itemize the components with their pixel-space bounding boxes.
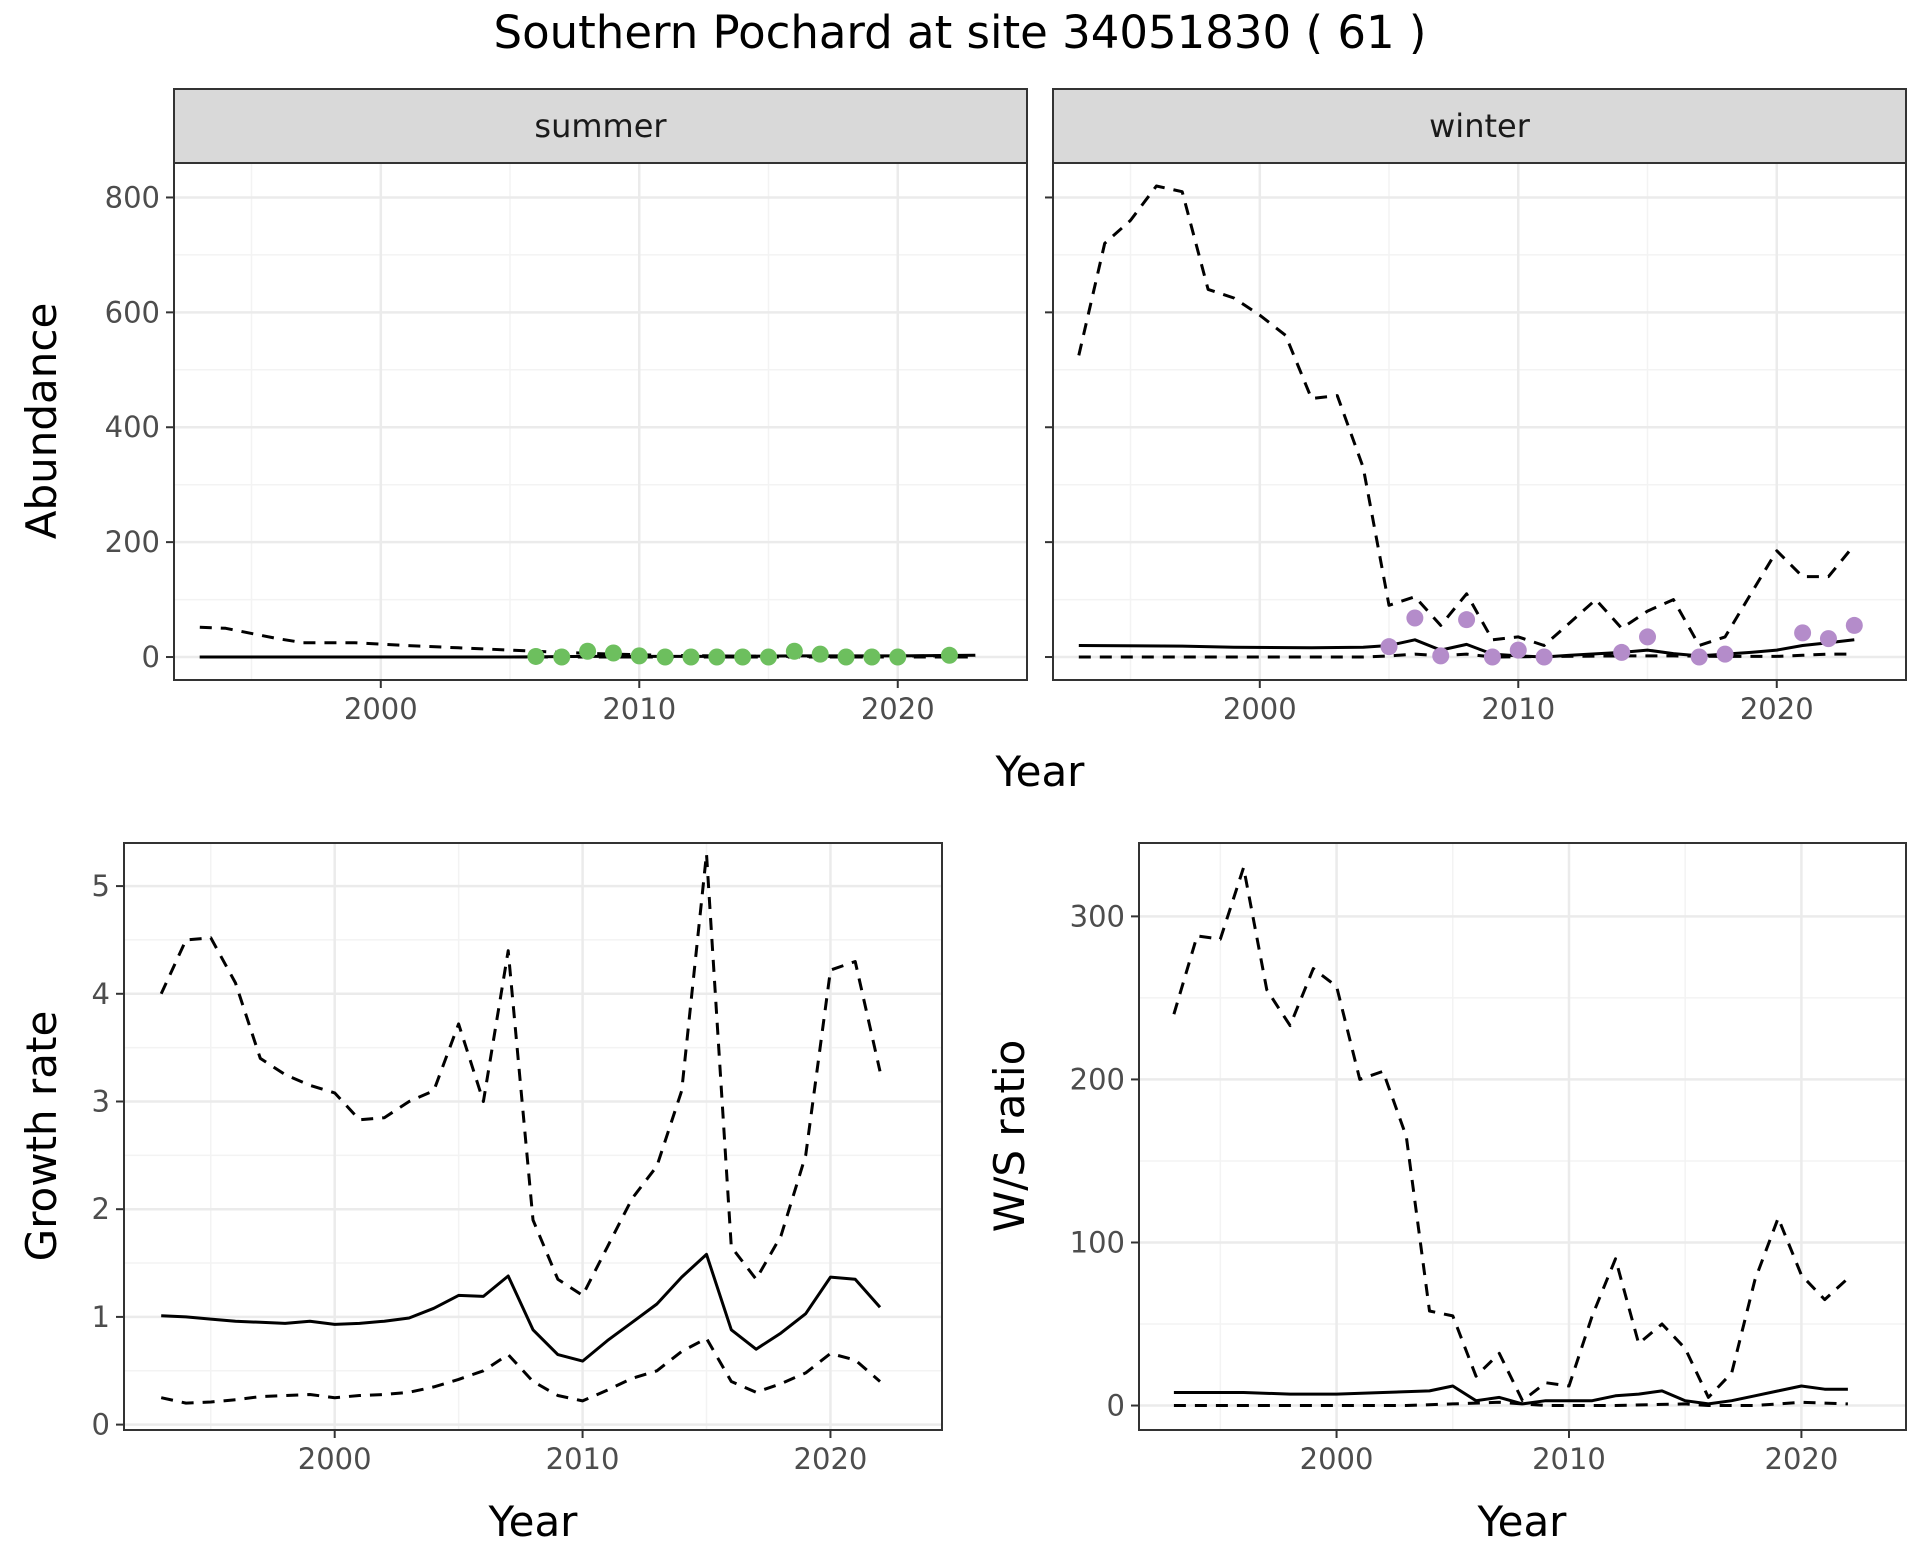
series-line-dashed-1 <box>159 852 882 1297</box>
observed-point <box>656 648 674 666</box>
facet-panel-summer: summer 2000 2010 2020 0 200 400 600 800 <box>105 88 1028 726</box>
observed-point <box>837 648 855 666</box>
x-tick-label: 2020 <box>861 692 935 726</box>
observed-point <box>1380 638 1398 656</box>
y-axis-title: Abundance <box>17 303 66 540</box>
y-tick-label: 100 <box>1070 1225 1125 1259</box>
abundance-chart: summer 2000 2010 2020 0 200 400 600 800 winter 200… <box>17 88 1907 796</box>
observed-point <box>785 642 803 660</box>
observed-point <box>604 644 622 662</box>
observed-point <box>579 642 597 660</box>
facet-strip-label: winter <box>1429 107 1531 145</box>
observed-point <box>1535 648 1553 666</box>
panel-border <box>1138 842 1907 1431</box>
observed-point <box>553 648 571 666</box>
series-line-dashed-1 <box>1077 184 1856 647</box>
x-tick-label: 2010 <box>1532 1442 1606 1476</box>
series-line-solid <box>161 1252 882 1363</box>
y-tick-label: 300 <box>1070 899 1125 933</box>
y-tick-label: 200 <box>1070 1062 1125 1096</box>
series-line-dashed-2 <box>1078 652 1855 659</box>
y-axis-title: Growth rate <box>17 1011 66 1262</box>
observed-point <box>1690 648 1708 666</box>
series-line-dashed-2 <box>1173 1400 1848 1407</box>
ws-ratio-chart: 2000 2010 2020 0 100 200 300 W/S ratio Year <box>985 842 1907 1546</box>
x-tick-label: 2010 <box>546 1442 620 1476</box>
y-tick-label: 2 <box>92 1192 110 1226</box>
observed-point <box>527 647 545 665</box>
facet-strip-winter <box>1052 88 1907 164</box>
observed-point <box>1794 624 1812 642</box>
series-line-dashed-1 <box>1172 866 1849 1403</box>
y-tick-label: 0 <box>1107 1389 1125 1423</box>
observed-point <box>1406 609 1424 627</box>
y-tick-label: 200 <box>105 525 160 559</box>
panel-border <box>173 162 1028 681</box>
x-axis-title: Year <box>488 1497 579 1546</box>
growth-rate-chart: 2000 2010 2020 0 1 2 3 4 5 Growth rate Year <box>17 842 943 1546</box>
x-tick-label: 2010 <box>1481 692 1555 726</box>
observed-point <box>682 648 700 666</box>
facet-panel-winter: winter 2000 2010 2020 <box>1045 88 1907 726</box>
main-title: Southern Pochard at site 34051830 ( 61 ) <box>494 6 1427 59</box>
y-tick-label: 4 <box>92 977 110 1011</box>
observed-point <box>1845 616 1863 634</box>
y-tick-label: 0 <box>142 640 160 674</box>
x-tick-label: 2000 <box>1223 692 1297 726</box>
y-tick-label: 0 <box>92 1408 110 1442</box>
series-line-solid <box>1173 1384 1848 1406</box>
observed-point <box>760 648 778 666</box>
observed-point <box>630 647 648 665</box>
x-axis-title: Year <box>1477 1497 1568 1546</box>
y-axis-title: W/S ratio <box>985 1040 1034 1233</box>
x-tick-label: 2020 <box>794 1442 868 1476</box>
observed-point <box>1509 641 1527 659</box>
observed-point <box>1819 630 1837 648</box>
y-tick-label: 400 <box>105 410 160 444</box>
observed-point <box>1639 628 1657 646</box>
x-tick-label: 2020 <box>1740 692 1814 726</box>
observed-point <box>1432 647 1450 665</box>
facet-strip-summer <box>173 88 1028 164</box>
x-tick-label: 2000 <box>1300 1442 1374 1476</box>
y-tick-label: 600 <box>105 295 160 329</box>
y-tick-label: 1 <box>92 1300 110 1334</box>
y-tick-label: 800 <box>105 180 160 214</box>
observed-point <box>940 646 958 664</box>
observed-point <box>889 648 907 666</box>
y-tick-label: 3 <box>92 1084 110 1118</box>
x-axis-title: Year <box>995 747 1086 796</box>
observed-point <box>1716 645 1734 663</box>
x-tick-label: 2020 <box>1765 1442 1839 1476</box>
observed-point <box>1613 643 1631 661</box>
x-tick-label: 2000 <box>344 692 418 726</box>
y-tick-label: 5 <box>92 869 110 903</box>
observed-point <box>863 648 881 666</box>
observed-point <box>1483 648 1501 666</box>
observed-point <box>1458 611 1476 629</box>
x-tick-label: 2010 <box>602 692 676 726</box>
observed-point <box>811 645 829 663</box>
facet-strip-label: summer <box>534 107 667 145</box>
observed-point <box>734 648 752 666</box>
panel-border <box>123 842 943 1431</box>
panel-border <box>1052 162 1907 681</box>
observed-point <box>708 648 726 666</box>
x-tick-label: 2000 <box>298 1442 372 1476</box>
